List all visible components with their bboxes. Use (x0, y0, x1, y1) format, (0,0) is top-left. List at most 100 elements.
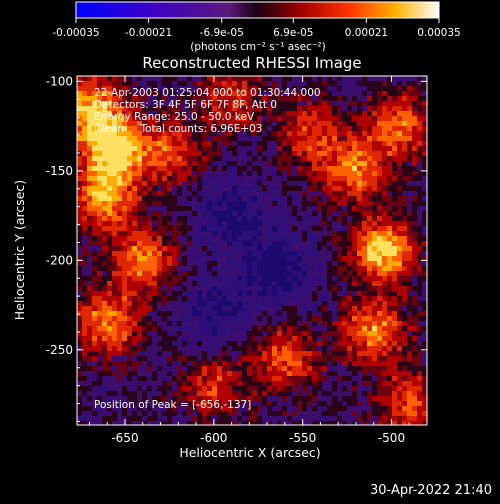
heatmap-cell (152, 246, 158, 252)
heatmap-cell (407, 366, 413, 372)
heatmap-cell (102, 221, 108, 227)
heatmap-cell (327, 181, 333, 187)
heatmap-cell (352, 156, 358, 162)
heatmap-cell (347, 326, 353, 332)
heatmap-cell (317, 201, 323, 207)
heatmap-cell (197, 146, 203, 152)
heatmap-cell (77, 196, 83, 202)
heatmap-cell (392, 116, 398, 122)
heatmap-cell (407, 96, 413, 102)
heatmap-cell (227, 391, 233, 397)
heatmap-cell (107, 221, 113, 227)
heatmap-cell (362, 161, 368, 167)
heatmap-cell (232, 316, 238, 322)
heatmap-cell (262, 346, 268, 352)
heatmap-cell (187, 406, 193, 412)
heatmap-cell (347, 411, 353, 417)
heatmap-cell (137, 246, 143, 252)
heatmap-cell (167, 166, 173, 172)
heatmap-cell (172, 346, 178, 352)
heatmap-cell (202, 266, 208, 272)
heatmap-cell (172, 396, 178, 402)
heatmap-cell (357, 126, 363, 132)
heatmap-cell (387, 191, 393, 197)
heatmap-cell (197, 361, 203, 367)
heatmap-cell (237, 221, 243, 227)
heatmap-cell (82, 371, 88, 377)
heatmap-cell (377, 91, 383, 97)
heatmap-cell (402, 251, 408, 257)
heatmap-cell (87, 386, 93, 392)
heatmap-cell (147, 211, 153, 217)
heatmap-cell (107, 156, 113, 162)
heatmap-cell (382, 116, 388, 122)
heatmap-cell (417, 361, 423, 367)
heatmap-cell (82, 321, 88, 327)
heatmap-cell (112, 116, 118, 122)
heatmap-cell (242, 151, 248, 157)
heatmap-cell (112, 146, 118, 152)
heatmap-cell (332, 381, 338, 387)
heatmap-cell (272, 181, 278, 187)
heatmap-cell (232, 171, 238, 177)
heatmap-cell (102, 216, 108, 222)
heatmap-cell (197, 376, 203, 382)
heatmap-cell (127, 136, 133, 142)
heatmap-cell (407, 201, 413, 207)
heatmap-cell (322, 371, 328, 377)
heatmap-cell (382, 226, 388, 232)
heatmap-cell (342, 121, 348, 127)
heatmap-cell (377, 361, 383, 367)
heatmap-cell (217, 406, 223, 412)
heatmap-cell (387, 76, 393, 82)
heatmap-cell (242, 276, 248, 282)
heatmap-cell (82, 331, 88, 337)
heatmap-cell (252, 391, 258, 397)
heatmap-cell (317, 236, 323, 242)
heatmap-cell (252, 316, 258, 322)
heatmap-cell (422, 141, 427, 147)
heatmap-cell (417, 406, 423, 412)
heatmap-cell (352, 176, 358, 182)
heatmap-cell (212, 366, 218, 372)
heatmap-cell (297, 276, 303, 282)
heatmap-cell (152, 291, 158, 297)
heatmap-cell (222, 271, 228, 277)
heatmap-cell (287, 421, 293, 425)
heatmap-cell (402, 206, 408, 212)
heatmap-cell (307, 141, 313, 147)
heatmap-cell (412, 401, 418, 407)
heatmap-cell (177, 141, 183, 147)
heatmap-cell (352, 206, 358, 212)
heatmap-cell (107, 201, 113, 207)
heatmap-cell (357, 206, 363, 212)
heatmap-cell (137, 391, 143, 397)
heatmap-cell (102, 161, 108, 167)
heatmap-cell (357, 191, 363, 197)
heatmap-cell (182, 231, 188, 237)
heatmap-cell (387, 146, 393, 152)
heatmap-cell (422, 356, 427, 362)
heatmap-cell (227, 231, 233, 237)
heatmap-cell (417, 206, 423, 212)
heatmap-cell (382, 366, 388, 372)
heatmap-cell (152, 171, 158, 177)
heatmap-cell (392, 261, 398, 267)
heatmap-cell (242, 76, 248, 82)
heatmap-cell (152, 131, 158, 137)
heatmap-cell (267, 381, 273, 387)
heatmap-cell (402, 421, 408, 425)
heatmap-cell (87, 316, 93, 322)
heatmap-cell (147, 356, 153, 362)
heatmap-cell (412, 266, 418, 272)
heatmap-cell (192, 231, 198, 237)
heatmap-cell (127, 81, 133, 87)
heatmap-cell (242, 296, 248, 302)
heatmap-cell (327, 91, 333, 97)
heatmap-cell (342, 331, 348, 337)
heatmap-cell (422, 106, 427, 112)
heatmap-cell (222, 286, 228, 292)
heatmap-cell (182, 306, 188, 312)
heatmap-cell (147, 266, 153, 272)
heatmap-cell (422, 246, 427, 252)
